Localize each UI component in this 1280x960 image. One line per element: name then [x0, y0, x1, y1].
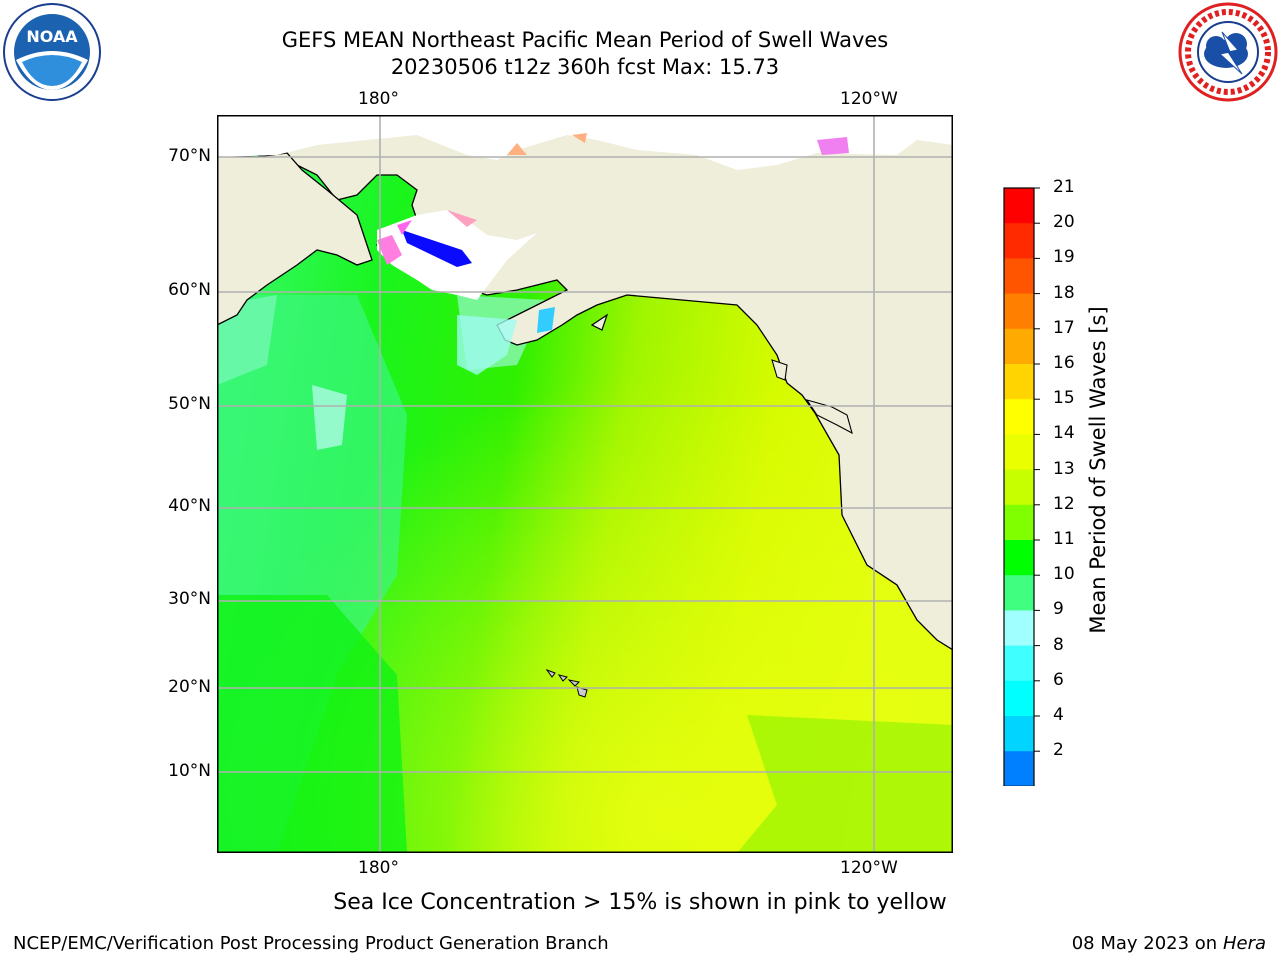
nws-logo-icon — [1178, 2, 1278, 102]
lat-label-10n: 10°N — [168, 761, 211, 781]
colorbar-tick-label: 20 — [1053, 212, 1075, 233]
lat-label-40n: 40°N — [168, 496, 211, 516]
footer-host: Hera — [1222, 933, 1266, 954]
colorbar-tick-label: 18 — [1053, 282, 1075, 303]
lat-label-20n: 20°N — [168, 677, 211, 697]
colorbar-frame — [1003, 187, 1035, 786]
footer-date: 08 May 2023 on Hera — [1072, 933, 1266, 954]
chart-subtitle: 20230506 t12z 360h fcst Max: 15.73 — [390, 55, 780, 79]
colorbar-tick-label: 14 — [1053, 423, 1075, 444]
lat-label-60n: 60°N — [168, 280, 211, 300]
colorbar-tick-label: 2 — [1053, 740, 1064, 761]
chart-title: GEFS MEAN Northeast Pacific Mean Period … — [281, 28, 889, 52]
colorbar-tick-label: 11 — [1053, 529, 1075, 549]
colorbar-tick-label: 9 — [1053, 599, 1064, 620]
colorbar-tick-label: 8 — [1053, 634, 1064, 655]
swell-period-map — [217, 115, 953, 853]
colorbar-segment — [1004, 610, 1034, 647]
colorbar-segment — [1004, 188, 1034, 224]
colorbar-segment — [1004, 364, 1034, 400]
colorbar-segment — [1004, 575, 1034, 611]
lon-label-top-120w: 120°W — [840, 89, 898, 109]
colorbar-segment — [1004, 223, 1034, 259]
footer-credit: NCEP/EMC/Verification Post Processing Pr… — [13, 933, 609, 954]
lon-label-bottom-180: 180° — [358, 858, 399, 878]
colorbar-tick-label: 16 — [1053, 353, 1075, 373]
colorbar-tick-label: 19 — [1053, 247, 1075, 268]
colorbar-segment — [1004, 751, 1034, 786]
colorbar-tick-label: 6 — [1053, 669, 1064, 690]
colorbar-segment — [1004, 328, 1034, 365]
colorbar-segment — [1004, 399, 1034, 435]
colorbar-tick-label: 10 — [1053, 564, 1075, 585]
colorbar-segment — [1004, 469, 1034, 506]
lat-label-30n: 30°N — [168, 589, 211, 609]
colorbar-tick-label: 21 — [1053, 177, 1075, 197]
svg-text:NOAA: NOAA — [26, 27, 78, 46]
lat-label-50n: 50°N — [168, 394, 211, 414]
lat-label-70n: 70°N — [168, 146, 211, 166]
colorbar — [1003, 187, 1040, 786]
sea-ice-note: Sea Ice Concentration > 15% is shown in … — [333, 890, 947, 915]
colorbar-segment — [1004, 434, 1034, 471]
colorbar-segment — [1004, 504, 1034, 541]
colorbar-segment — [1004, 645, 1034, 682]
colorbar-segment — [1004, 540, 1034, 576]
colorbar-title: Mean Period of Swell Waves [s] — [1086, 306, 1110, 634]
colorbar-tick-label: 13 — [1053, 458, 1075, 479]
colorbar-tick-label: 15 — [1053, 388, 1075, 409]
lon-label-top-180: 180° — [358, 89, 399, 109]
colorbar-segment — [1004, 680, 1034, 717]
colorbar-segment — [1004, 716, 1034, 752]
lon-label-bottom-120w: 120°W — [840, 858, 898, 878]
colorbar-tick-label: 4 — [1053, 705, 1064, 725]
footer-date-text: 08 May 2023 on — [1071, 933, 1218, 954]
colorbar-tick-label: 17 — [1053, 317, 1075, 338]
colorbar-segment — [1004, 258, 1034, 295]
colorbar-tick-label: 12 — [1053, 493, 1075, 514]
noaa-logo-icon: NOAA — [3, 3, 101, 101]
colorbar-segment — [1004, 293, 1034, 330]
